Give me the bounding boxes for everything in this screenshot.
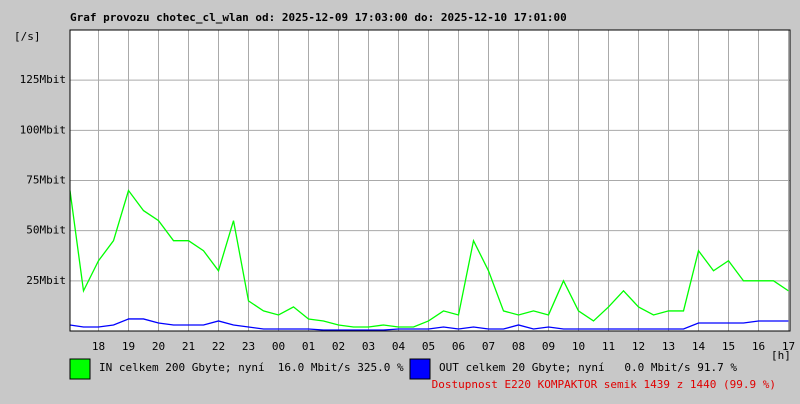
x-tick-label: 14 [692,340,706,353]
y-tick-label: 75Mbit [26,174,66,187]
y-tick-label: 50Mbit [26,224,66,237]
x-tick-label: 05 [422,340,435,353]
x-tick-label: 12 [632,340,645,353]
chart-title: Graf provozu chotec_cl_wlan od: 2025-12-… [70,11,567,24]
x-tick-label: 02 [332,340,345,353]
x-tick-label: 01 [302,340,315,353]
x-tick-label: 19 [122,340,135,353]
plot-border [69,29,791,332]
x-tick-label: 11 [602,340,615,353]
x-tick-label: 23 [242,340,255,353]
x-tick-label: 13 [662,340,675,353]
legend-swatch [69,358,91,380]
x-tick-label: 00 [272,340,285,353]
x-tick-label: 10 [572,340,585,353]
x-tick-label: 07 [482,340,495,353]
y-tick-label: 125Mbit [20,73,66,86]
legend-label: IN celkem 200 Gbyte; nyní 16.0 Mbit/s 32… [99,361,404,374]
x-tick-label: 17 [782,340,795,353]
y-tick-label: 100Mbit [20,123,66,136]
x-tick-label: 22 [212,340,225,353]
x-tick-label: 20 [152,340,165,353]
y-label: [/s] [14,30,41,43]
legend-swatch [409,358,431,380]
availability-note: Dostupnost E220 KOMPAKTOR semik 1439 z 1… [432,378,776,391]
x-tick-label: 04 [392,340,406,353]
x-label: [h] [771,349,791,362]
y-tick-label: 25Mbit [26,274,66,287]
legend-label: OUT celkem 20 Gbyte; nyní 0.0 Mbit/s 91.… [439,361,737,374]
x-tick-label: 16 [752,340,765,353]
x-tick-label: 18 [92,340,105,353]
x-tick-label: 03 [362,340,375,353]
x-tick-label: 09 [542,340,555,353]
x-tick-label: 08 [512,340,525,353]
x-tick-label: 21 [182,340,195,353]
x-tick-label: 06 [452,340,465,353]
series-line [69,318,789,331]
series-line [69,189,789,328]
x-tick-label: 15 [722,340,735,353]
